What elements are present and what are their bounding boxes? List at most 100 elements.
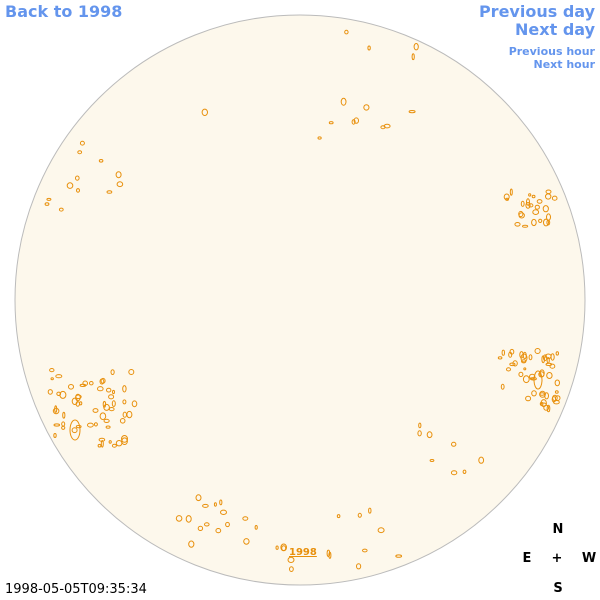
contour <box>367 45 371 51</box>
contour <box>514 222 521 227</box>
contour <box>128 369 135 375</box>
back-link[interactable]: Back to 1998 <box>5 2 123 21</box>
contour <box>526 198 530 206</box>
compass-north: N <box>552 522 564 537</box>
contour <box>525 395 532 402</box>
contour <box>500 383 505 390</box>
contour <box>351 119 356 125</box>
contour <box>522 375 530 384</box>
contour <box>532 209 540 216</box>
contour <box>525 202 531 209</box>
contour <box>100 377 106 384</box>
contour <box>317 136 322 140</box>
contour <box>326 549 331 557</box>
contour <box>528 203 534 208</box>
contour <box>59 390 67 399</box>
contour <box>122 399 127 405</box>
contour <box>195 494 202 502</box>
contour <box>554 390 559 394</box>
compass-center: + <box>551 551 563 566</box>
contour <box>543 218 549 227</box>
contour <box>44 202 50 206</box>
contour <box>545 193 552 200</box>
contour <box>523 367 527 371</box>
contour <box>75 425 82 429</box>
contour <box>518 212 525 219</box>
contour <box>54 405 58 413</box>
contour <box>119 418 126 424</box>
contour <box>99 412 107 421</box>
contour <box>395 554 403 558</box>
contour <box>122 411 128 418</box>
contour <box>202 503 209 508</box>
contour <box>106 387 112 393</box>
contour <box>219 499 223 506</box>
contour <box>71 397 78 405</box>
next-day-link[interactable]: Next day <box>515 20 595 39</box>
contour <box>115 440 123 447</box>
contour <box>518 371 524 378</box>
contour <box>506 367 511 372</box>
contour <box>242 516 249 521</box>
contour <box>98 437 106 442</box>
contour <box>540 402 547 407</box>
contour <box>275 545 279 550</box>
contour <box>287 556 295 564</box>
contour <box>289 566 294 572</box>
contour <box>534 204 540 210</box>
contour <box>408 110 416 114</box>
contour <box>100 440 104 448</box>
year-link[interactable]: 1998 <box>289 547 317 558</box>
solar-disk <box>14 14 586 586</box>
timestamp: 1998-05-05T09:35:34 <box>5 582 147 597</box>
contour <box>87 422 94 428</box>
contour <box>197 525 204 532</box>
contour <box>243 538 250 545</box>
contour <box>417 430 422 437</box>
contour <box>528 354 533 361</box>
contour <box>92 408 99 413</box>
contour <box>53 433 57 438</box>
contour <box>175 515 183 522</box>
contour <box>383 123 391 129</box>
contour <box>546 404 551 413</box>
contour <box>538 218 543 223</box>
contour <box>541 355 546 364</box>
contour <box>110 369 115 376</box>
contour <box>553 400 560 405</box>
next-hour-link[interactable]: Next hour <box>533 58 596 71</box>
contour <box>97 386 104 392</box>
contour <box>220 509 227 515</box>
contour <box>531 218 537 227</box>
contour <box>509 362 516 367</box>
contour <box>328 121 334 125</box>
contour <box>102 400 107 408</box>
contour <box>68 384 74 390</box>
contour <box>429 459 435 462</box>
contour <box>478 456 485 464</box>
contour <box>551 195 558 201</box>
contour <box>512 360 518 367</box>
contour <box>411 53 415 61</box>
contour <box>362 548 368 553</box>
contour <box>503 193 510 201</box>
contour <box>201 108 209 117</box>
previous-hour-link[interactable]: Previous hour <box>508 45 595 58</box>
contour <box>518 210 524 218</box>
contour <box>116 181 124 188</box>
contour <box>49 368 55 373</box>
previous-day-link[interactable]: Previous day <box>478 2 595 21</box>
contour <box>356 563 362 570</box>
contour <box>536 199 543 204</box>
contour <box>528 193 532 197</box>
contour <box>62 411 66 419</box>
contour <box>542 354 548 362</box>
contour <box>505 197 510 201</box>
contour <box>546 357 550 364</box>
contour <box>108 440 112 444</box>
contour <box>451 441 457 447</box>
contour <box>111 443 117 448</box>
contour <box>462 469 467 474</box>
